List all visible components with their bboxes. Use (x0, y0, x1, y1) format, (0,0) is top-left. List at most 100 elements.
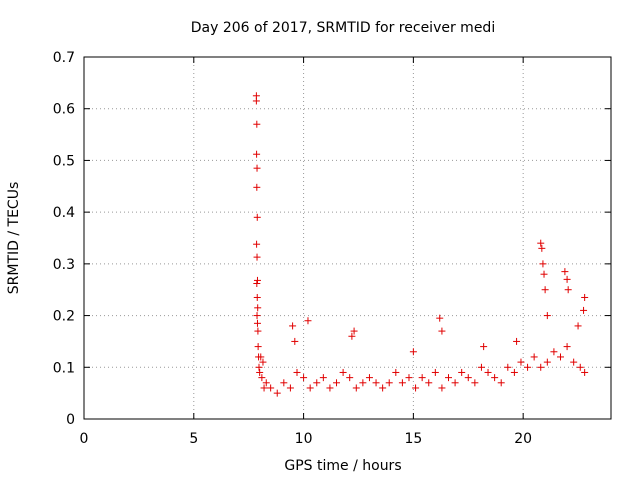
data-point (254, 327, 262, 335)
data-point (563, 343, 571, 351)
data-point (252, 97, 260, 105)
data-point (539, 260, 547, 268)
data-point (438, 327, 446, 335)
y-tick-label: 0.3 (53, 257, 75, 273)
data-point (253, 183, 261, 191)
data-point (445, 374, 453, 382)
data-point (319, 374, 327, 382)
data-points (252, 92, 589, 397)
x-tick-label: 5 (189, 431, 198, 447)
data-point (392, 368, 400, 376)
x-tick-label: 0 (80, 431, 89, 447)
data-point (253, 253, 261, 261)
x-tick-label: 10 (295, 431, 313, 447)
data-point (484, 368, 492, 376)
data-point (438, 384, 446, 392)
data-point (359, 379, 367, 387)
data-point (306, 384, 314, 392)
data-point (556, 353, 564, 361)
data-point (524, 363, 532, 371)
data-point (348, 332, 356, 340)
data-point (253, 240, 261, 248)
data-point (580, 306, 588, 314)
x-tick-label: 20 (514, 431, 532, 447)
x-axis-label: GPS time / hours (284, 458, 401, 474)
data-point (286, 384, 294, 392)
data-point (537, 239, 545, 247)
data-point (458, 368, 466, 376)
grid-lines (84, 57, 611, 419)
data-point (365, 374, 373, 382)
data-point (540, 270, 548, 278)
data-point (253, 120, 261, 128)
data-point (405, 374, 413, 382)
data-point (273, 389, 281, 397)
data-point (471, 379, 479, 387)
data-point (418, 374, 426, 382)
data-point (256, 368, 264, 376)
y-tick-label: 0.2 (53, 309, 75, 325)
data-point (543, 358, 551, 366)
data-point (293, 368, 301, 376)
data-point (350, 327, 358, 335)
data-point (537, 363, 545, 371)
data-point (253, 150, 261, 158)
y-axis-label: SRMTID / TECUs (6, 182, 22, 295)
data-point (543, 312, 551, 320)
data-point (372, 379, 380, 387)
data-point (491, 374, 499, 382)
data-point (254, 304, 262, 312)
data-point (581, 293, 589, 301)
data-point (352, 384, 360, 392)
plot-frame (83, 56, 612, 420)
data-point (289, 322, 297, 330)
data-point (254, 343, 262, 351)
data-point (409, 348, 417, 356)
y-tick-label: 0.5 (53, 153, 75, 169)
data-point (346, 374, 354, 382)
data-point (538, 244, 546, 252)
data-point (304, 317, 312, 325)
data-point (253, 293, 261, 301)
data-point (253, 280, 261, 288)
data-point (412, 384, 420, 392)
y-tick-label: 0.7 (53, 50, 75, 66)
data-point (464, 374, 472, 382)
data-point (480, 343, 488, 351)
data-point (398, 379, 406, 387)
data-point (504, 363, 512, 371)
data-point (574, 322, 582, 330)
data-point (260, 384, 268, 392)
data-point (436, 314, 444, 322)
data-point (333, 379, 341, 387)
data-point (425, 379, 433, 387)
data-point (530, 353, 538, 361)
y-tick-label: 0.6 (53, 102, 75, 118)
data-point (570, 358, 578, 366)
data-point (258, 374, 266, 382)
data-point (253, 276, 261, 284)
axis-ticks: 0 0.1 0.2 0.3 0.4 0.5 0.6 0.7 0 5 10 15 20 (53, 50, 611, 447)
data-point (477, 363, 485, 371)
data-point (581, 368, 589, 376)
data-point (262, 379, 270, 387)
data-point (326, 384, 334, 392)
data-point (291, 337, 299, 345)
data-point (267, 384, 275, 392)
data-point (564, 286, 572, 294)
data-point (255, 363, 263, 371)
x-tick-label: 15 (404, 431, 422, 447)
y-tick-label: 0.1 (53, 360, 75, 376)
data-point (379, 384, 387, 392)
chart-title: Day 206 of 2017, SRMTID for receiver med… (191, 20, 495, 36)
data-point (431, 368, 439, 376)
data-point (541, 286, 549, 294)
data-point (513, 337, 521, 345)
data-point (561, 268, 569, 276)
y-tick-label: 0 (66, 412, 75, 428)
data-point (253, 312, 261, 320)
data-point (497, 379, 505, 387)
data-point (451, 379, 459, 387)
